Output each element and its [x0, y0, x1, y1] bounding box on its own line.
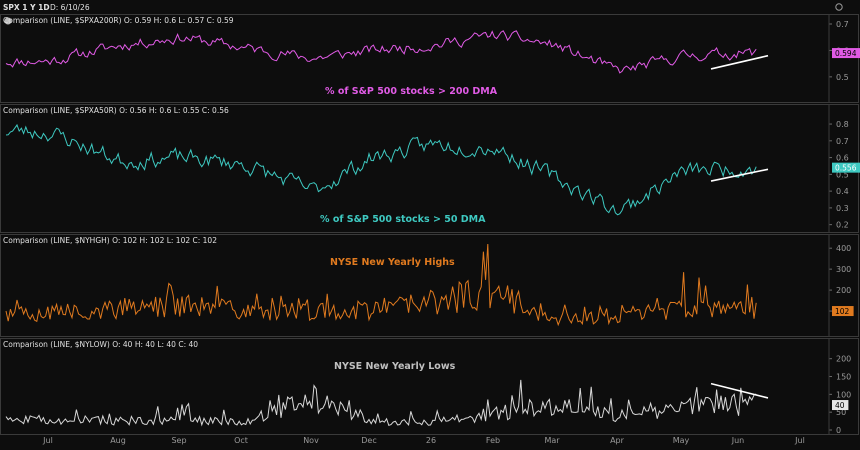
last-value-badge: 102 [832, 306, 854, 317]
x-tick-label: May [673, 436, 690, 445]
x-tick-label: Aug [110, 436, 126, 445]
info-icon[interactable] [4, 17, 12, 25]
series-line [5, 123, 757, 216]
y-tick-label: 50 [836, 408, 846, 417]
badge-label: 102 [835, 307, 850, 316]
series-line [5, 379, 757, 427]
badge-bg [832, 48, 860, 59]
y-tick-label: 200 [836, 355, 851, 364]
y-tick-label: 200 [836, 286, 851, 295]
y-tick-label: 0.7 [836, 137, 849, 146]
badge-label: 40 [835, 401, 845, 410]
last-value-badge: 0.556 [832, 162, 860, 173]
y-tick-label: 0.7 [836, 20, 849, 29]
y-tick-label: 0.5 [836, 170, 849, 179]
badge-label: 0.594 [835, 49, 857, 58]
trendline [710, 54, 769, 70]
x-tick-label: Mar [544, 436, 560, 445]
series-annotation: % of S&P 500 stocks > 200 DMA [325, 86, 498, 97]
x-tick-label: Apr [610, 436, 625, 445]
series-line [5, 30, 757, 74]
x-tick-label: Nov [303, 436, 319, 445]
panel-3: Comparison (LINE, $NYHGH) O: 102 H: 102 … [0, 234, 859, 337]
series-annotation: NYSE New Yearly Highs [330, 257, 455, 268]
badge-bg [832, 400, 849, 411]
date-label: D: 6/10/26 [50, 3, 90, 12]
y-tick-label: 100 [836, 390, 851, 399]
symbol-label[interactable]: SPX 1 Y 1D [3, 3, 50, 12]
y-tick-label: 0.4 [836, 187, 849, 196]
x-tick-label: Sep [171, 436, 186, 445]
y-tick-label: 0.6 [836, 154, 849, 163]
series-line [5, 243, 757, 327]
x-tick-label: Jul [794, 436, 805, 445]
y-tick-label: 0.2 [836, 221, 849, 230]
panel-border [0, 14, 859, 103]
y-tick-label: 0 [836, 426, 841, 435]
panel-border [0, 234, 859, 337]
legend-text: Comparison (LINE, $SPXA200R) O: 0.59 H: … [3, 16, 234, 25]
badge-label: 0.556 [835, 164, 857, 173]
badge-bg [832, 306, 854, 317]
x-tick-label: Feb [486, 436, 500, 445]
last-value-badge: 0.594 [832, 48, 860, 59]
legend-text: Comparison (LINE, $NYLOW) O: 40 H: 40 L:… [3, 340, 198, 349]
legend-text: Comparison (LINE, $NYHGH) O: 102 H: 102 … [3, 236, 217, 245]
y-tick-label: 0.8 [836, 120, 849, 129]
series-annotation: % of S&P 500 stocks > 50 DMA [320, 214, 486, 225]
series-annotation: NYSE New Yearly Lows [334, 361, 456, 372]
x-axis: Jul Aug Sep Oct Nov Dec 26 Feb Mar Apr May Jun Jul [42, 436, 805, 445]
trendline [710, 168, 769, 182]
y-tick-label: 0.3 [836, 204, 849, 213]
x-tick-label: Dec [361, 436, 376, 445]
y-tick-label: 150 [836, 373, 851, 382]
panel-border [0, 338, 859, 435]
x-tick-label: Jun [731, 436, 745, 445]
panel-2: Comparison (LINE, $SPXA50R) O: 0.56 H: 0… [0, 104, 860, 233]
trendline [710, 382, 769, 399]
panel-1: Comparison (LINE, $SPXA200R) O: 0.59 H: … [0, 14, 860, 103]
x-tick-label: 26 [426, 436, 436, 445]
y-tick-label: 0.5 [836, 73, 849, 82]
y-tick-label: 400 [836, 244, 851, 253]
last-value-badge: 40 [832, 400, 849, 411]
x-tick-label: Jul [42, 436, 53, 445]
x-tick-label: Oct [234, 436, 248, 445]
panel-4: Comparison (LINE, $NYLOW) O: 40 H: 40 L:… [0, 338, 859, 435]
settings-icon[interactable] [835, 3, 843, 11]
badge-bg [832, 162, 860, 173]
legend-text: Comparison (LINE, $SPXA50R) O: 0.56 H: 0… [3, 106, 229, 115]
y-tick-label: 300 [836, 265, 851, 274]
